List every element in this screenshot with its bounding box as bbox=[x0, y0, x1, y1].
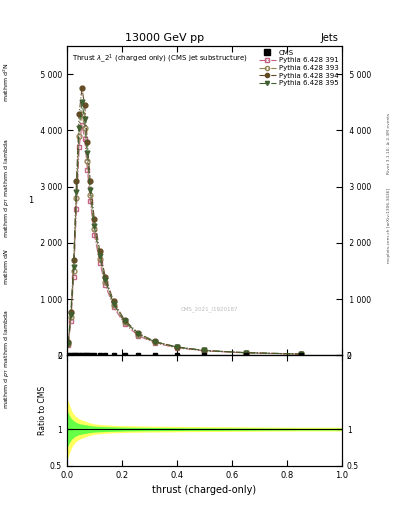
Text: CMS_2021_I1920187: CMS_2021_I1920187 bbox=[181, 306, 239, 312]
Text: 1: 1 bbox=[28, 196, 34, 205]
Text: Rivet 3.1.10; ≥ 2.3M events: Rivet 3.1.10; ≥ 2.3M events bbox=[387, 113, 391, 174]
Legend: CMS, Pythia 6.428 391, Pythia 6.428 393, Pythia 6.428 394, Pythia 6.428 395: CMS, Pythia 6.428 391, Pythia 6.428 393,… bbox=[257, 48, 340, 88]
Text: 13000 GeV pp: 13000 GeV pp bbox=[125, 33, 205, 44]
Text: mathrm d $p_\mathrm{T}$ mathrm d lambda: mathrm d $p_\mathrm{T}$ mathrm d lambda bbox=[2, 139, 11, 239]
X-axis label: thrust (charged-only): thrust (charged-only) bbox=[152, 485, 256, 495]
Text: Thrust $\lambda$_2$^1$ (charged only) (CMS jet substructure): Thrust $\lambda$_2$^1$ (charged only) (C… bbox=[72, 52, 248, 65]
Y-axis label: Ratio to CMS: Ratio to CMS bbox=[38, 386, 47, 435]
Text: mathrm d$^2$N: mathrm d$^2$N bbox=[2, 61, 11, 101]
Text: mathrm d $p_\mathrm{T}$ mathrm d lambda: mathrm d $p_\mathrm{T}$ mathrm d lambda bbox=[2, 309, 11, 409]
Text: Jets: Jets bbox=[320, 33, 338, 44]
Text: mathrm d$N$: mathrm d$N$ bbox=[2, 247, 10, 285]
Text: mcplots.cern.ch [arXiv:1306.3436]: mcplots.cern.ch [arXiv:1306.3436] bbox=[387, 188, 391, 263]
